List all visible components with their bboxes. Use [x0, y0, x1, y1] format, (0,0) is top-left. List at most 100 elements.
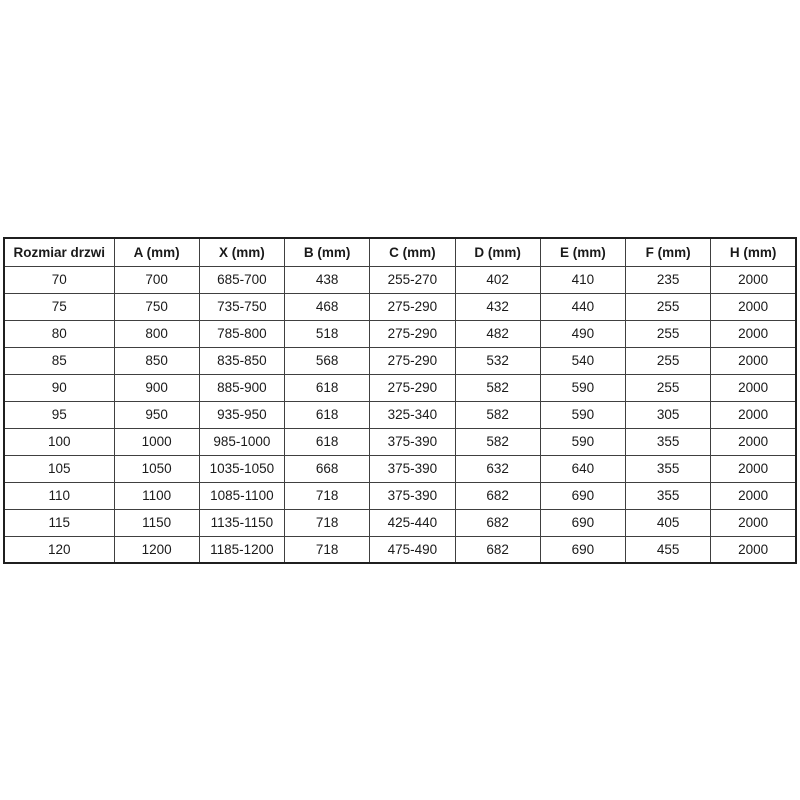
table-cell: 2000 [710, 400, 797, 429]
table-cell: 690 [539, 481, 627, 510]
table-cell: 850 [113, 346, 200, 375]
column-header: B (mm) [283, 237, 371, 267]
column-header: F (mm) [624, 237, 712, 267]
table-cell: 1085-1100 [198, 481, 286, 510]
dimensions-table-container: Rozmiar drzwi A (mm) X (mm) B (mm) C (mm) D (… [3, 237, 797, 564]
table-cell: 785-800 [198, 319, 286, 348]
table-row: 120 1200 1185-1200 718 475-490 682 690 455 2000 [3, 535, 797, 564]
table-cell: 935-950 [198, 400, 286, 429]
table-row: 100 1000 985-1000 618 375-390 582 590 355 2000 [3, 427, 797, 456]
table-cell: 425-440 [369, 508, 456, 537]
table-cell: 690 [539, 508, 627, 537]
table-cell: 100 [3, 427, 115, 456]
table-cell: 105 [3, 454, 115, 483]
table-cell: 80 [3, 319, 115, 348]
table-cell: 690 [539, 535, 627, 564]
table-cell: 468 [283, 292, 371, 321]
table-cell: 750 [113, 292, 200, 321]
table-cell: 2000 [710, 535, 797, 564]
column-header: D (mm) [454, 237, 541, 267]
table-row: 95 950 935-950 618 325-340 582 590 305 2000 [3, 400, 797, 429]
table-cell: 582 [454, 400, 541, 429]
table-cell: 255 [624, 319, 712, 348]
table-cell: 590 [539, 400, 627, 429]
column-header: H (mm) [710, 237, 797, 267]
table-cell: 718 [283, 535, 371, 564]
table-cell: 455 [624, 535, 712, 564]
table-cell: 582 [454, 373, 541, 402]
table-cell: 325-340 [369, 400, 456, 429]
table-cell: 582 [454, 427, 541, 456]
table-cell: 1000 [113, 427, 200, 456]
door-dimensions-table: Rozmiar drzwi A (mm) X (mm) B (mm) C (mm) D (… [3, 237, 797, 564]
table-cell: 518 [283, 319, 371, 348]
table-cell: 590 [539, 427, 627, 456]
table-cell: 1135-1150 [198, 508, 286, 537]
table-cell: 490 [539, 319, 627, 348]
table-cell: 85 [3, 346, 115, 375]
table-cell: 255 [624, 346, 712, 375]
table-cell: 475-490 [369, 535, 456, 564]
table-cell: 438 [283, 265, 371, 294]
table-row: 115 1150 1135-1150 718 425-440 682 690 405 2000 [3, 508, 797, 537]
table-cell: 718 [283, 481, 371, 510]
table-cell: 700 [113, 265, 200, 294]
column-header: X (mm) [198, 237, 286, 267]
table-cell: 640 [539, 454, 627, 483]
table-row: 110 1100 1085-1100 718 375-390 682 690 355 2000 [3, 481, 797, 510]
table-cell: 255-270 [369, 265, 456, 294]
table-cell: 275-290 [369, 346, 456, 375]
table-cell: 402 [454, 265, 541, 294]
table-cell: 618 [283, 373, 371, 402]
table-cell: 2000 [710, 346, 797, 375]
table-row: 105 1050 1035-1050 668 375-390 632 640 355 2000 [3, 454, 797, 483]
table-cell: 110 [3, 481, 115, 510]
table-cell: 2000 [710, 454, 797, 483]
table-cell: 735-750 [198, 292, 286, 321]
table-cell: 95 [3, 400, 115, 429]
table-cell: 668 [283, 454, 371, 483]
header-row: Rozmiar drzwi A (mm) X (mm) B (mm) C (mm) D (… [3, 237, 797, 267]
table-cell: 718 [283, 508, 371, 537]
table-cell: 275-290 [369, 292, 456, 321]
table-row: 75 750 735-750 468 275-290 432 440 255 2000 [3, 292, 797, 321]
table-cell: 835-850 [198, 346, 286, 375]
table-cell: 2000 [710, 265, 797, 294]
table-cell: 885-900 [198, 373, 286, 402]
table-cell: 482 [454, 319, 541, 348]
column-header: Rozmiar drzwi [3, 237, 115, 267]
table-row: 80 800 785-800 518 275-290 482 490 255 2000 [3, 319, 797, 348]
table-cell: 235 [624, 265, 712, 294]
table-cell: 375-390 [369, 481, 456, 510]
table-cell: 1050 [113, 454, 200, 483]
table-cell: 432 [454, 292, 541, 321]
table-cell: 275-290 [369, 373, 456, 402]
table-cell: 115 [3, 508, 115, 537]
table-cell: 375-390 [369, 454, 456, 483]
table-cell: 540 [539, 346, 627, 375]
table-cell: 355 [624, 454, 712, 483]
table-cell: 2000 [710, 319, 797, 348]
table-cell: 1150 [113, 508, 200, 537]
table-cell: 800 [113, 319, 200, 348]
table-cell: 440 [539, 292, 627, 321]
table-cell: 375-390 [369, 427, 456, 456]
table-cell: 255 [624, 373, 712, 402]
table-cell: 682 [454, 481, 541, 510]
table-cell: 255 [624, 292, 712, 321]
table-cell: 405 [624, 508, 712, 537]
table-cell: 900 [113, 373, 200, 402]
table-cell: 985-1000 [198, 427, 286, 456]
table-row: 70 700 685-700 438 255-270 402 410 235 2000 [3, 265, 797, 294]
table-row: 90 900 885-900 618 275-290 582 590 255 2000 [3, 373, 797, 402]
table-cell: 1100 [113, 481, 200, 510]
table-header: Rozmiar drzwi A (mm) X (mm) B (mm) C (mm) D (… [3, 237, 797, 267]
table-cell: 355 [624, 481, 712, 510]
table-cell: 682 [454, 535, 541, 564]
table-cell: 355 [624, 427, 712, 456]
table-cell: 2000 [710, 508, 797, 537]
table-cell: 2000 [710, 373, 797, 402]
table-cell: 2000 [710, 427, 797, 456]
table-cell: 590 [539, 373, 627, 402]
table-row: 85 850 835-850 568 275-290 532 540 255 2000 [3, 346, 797, 375]
